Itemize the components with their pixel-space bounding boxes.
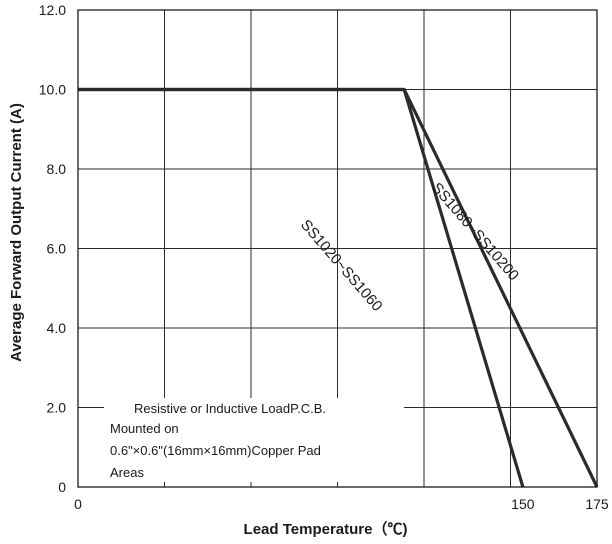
y-tick-labels: 0 2.0 4.0 6.0 8.0 10.0 12.0 [39,2,66,495]
y-tick-label: 2.0 [47,400,67,416]
x-tick-label: 175 [585,496,609,512]
annotation-line-3: 0.6"×0.6"(16mm×16mm)Copper Pad [110,443,321,458]
series-label-ss1020-ss1060: SS1020~SS1060 [297,216,386,314]
y-tick-label: 10.0 [39,82,66,98]
annotation-box: Resistive or Inductive LoadP.C.B. Mounte… [104,398,404,482]
annotation-line-2: Mounted on [110,421,179,436]
series-label-ss1080-ss10200: SS1080~SS10200 [428,179,522,284]
x-axis-title: Lead Temperature（℃) [244,520,408,538]
plot-frame [77,9,598,488]
y-axis-title: Average Forward Output Current (A) [8,103,25,362]
y-tick-label: 0 [58,479,66,495]
x-tick-labels: 0 150 175 [74,496,609,512]
y-tick-label: 4.0 [47,320,67,336]
x-tick-label: 0 [74,496,82,512]
y-tick-label: 12.0 [39,2,66,18]
x-tick-label: 150 [511,496,535,512]
y-tick-label: 6.0 [47,241,67,257]
annotation-line-4: Areas [110,465,144,480]
series-lines [78,87,599,488]
annotation-background [104,398,404,482]
annotation-line-1: Resistive or Inductive LoadP.C.B. [134,401,326,416]
series-line-2 [78,87,599,488]
y-tick-label: 8.0 [47,161,67,177]
